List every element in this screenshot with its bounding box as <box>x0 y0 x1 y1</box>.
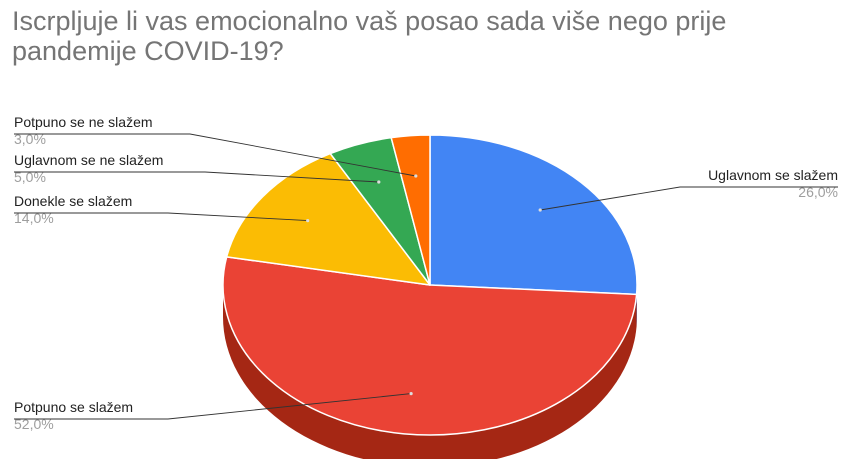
pie-slice-3 <box>225 152 431 286</box>
leader-dot-5 <box>414 174 418 178</box>
leader-line-2 <box>14 393 412 420</box>
slice-value-2: 52,0% <box>14 416 54 432</box>
leader-dot-3 <box>306 219 310 223</box>
pie-slice-5 <box>390 134 431 286</box>
slice-value-1: 26,0% <box>798 184 838 200</box>
slice-value-3: 14,0% <box>14 210 54 226</box>
leader-line-4 <box>14 171 379 183</box>
pie-slice-1 <box>429 134 638 296</box>
leader-dot-1 <box>538 208 542 212</box>
leader-lines <box>14 133 838 420</box>
slice-value-4: 5,0% <box>14 169 46 185</box>
leader-dot-4 <box>377 180 381 184</box>
slice-label-1: Uglavnom se slažem <box>708 167 838 183</box>
leader-dot-2 <box>409 392 413 396</box>
leader-line-5 <box>14 133 416 177</box>
slice-value-5: 3,0% <box>14 131 46 147</box>
pie-slice-2 <box>222 256 638 436</box>
slice-label-5: Potpuno se ne slažem <box>14 114 153 130</box>
slice-label-4: Uglavnom se ne slažem <box>14 152 163 168</box>
slice-label-2: Potpuno se slažem <box>14 399 133 415</box>
pie-slices <box>222 134 638 436</box>
chart-title: Iscrpljuje li vas emocionalno vaš posao … <box>12 6 727 66</box>
leader-line-1 <box>540 186 838 211</box>
slice-label-3: Donekle se slažem <box>14 193 132 209</box>
leader-line-3 <box>14 212 308 222</box>
